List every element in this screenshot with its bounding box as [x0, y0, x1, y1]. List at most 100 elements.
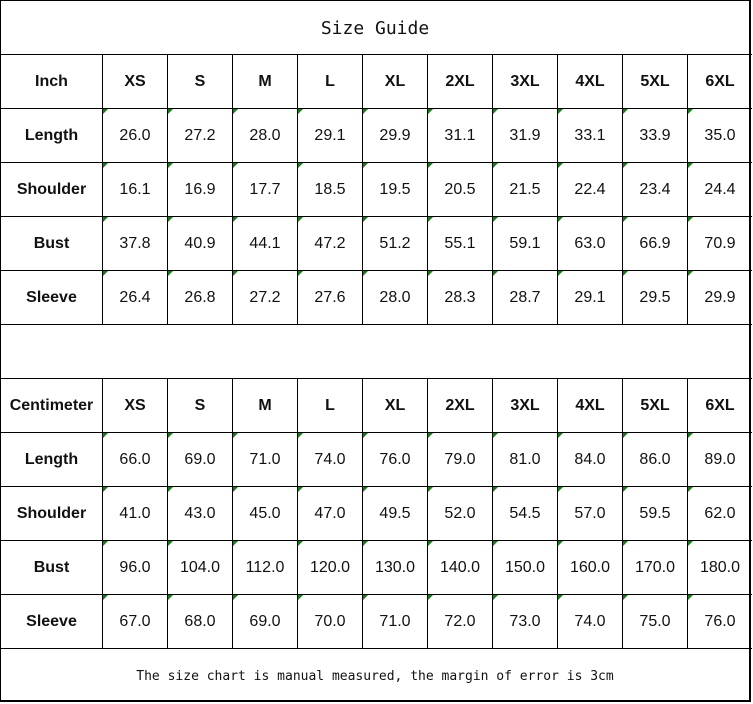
- measurement-value: 16.1: [102, 163, 167, 216]
- table-row: Sleeve 26.4 26.8 27.2 27.6 28.0 28.3 28.7 29.1 29…: [1, 271, 752, 325]
- measurement-value: 24.4: [687, 163, 752, 216]
- measurement-label: Sleeve: [26, 612, 77, 630]
- spacer-row: [1, 325, 749, 379]
- centimeter-table: Centimeter XS S M L XL 2XL 3XL 4XL 5XL 6XL Length 66…: [1, 378, 752, 649]
- measurement-value: 21.5: [492, 163, 557, 216]
- measurement-value: 29.5: [622, 271, 687, 324]
- measurement-value: 170.0: [622, 541, 687, 594]
- measurement-value: 29.9: [687, 271, 752, 324]
- unit-label: Centimeter: [9, 396, 94, 414]
- measurement-value: 73.0: [492, 595, 557, 648]
- measurement-value: 75.0: [622, 595, 687, 648]
- measurement-value: 28.0: [362, 271, 427, 324]
- measurement-value: 47.0: [297, 487, 362, 540]
- measurement-value: 41.0: [102, 487, 167, 540]
- measurement-value: 84.0: [557, 433, 622, 486]
- measurement-value: 86.0: [622, 433, 687, 486]
- measurement-value: 17.7: [232, 163, 297, 216]
- measurement-value: 28.3: [427, 271, 492, 324]
- measurement-value: 49.5: [362, 487, 427, 540]
- size-header: 5XL: [622, 379, 687, 432]
- size-header: S: [167, 379, 232, 432]
- measurement-value: 20.5: [427, 163, 492, 216]
- measurement-value: 76.0: [362, 433, 427, 486]
- measurement-value: 57.0: [557, 487, 622, 540]
- measurement-value: 31.1: [427, 109, 492, 162]
- measurement-value: 68.0: [167, 595, 232, 648]
- measurement-value: 31.9: [492, 109, 557, 162]
- measurement-value: 89.0: [687, 433, 752, 486]
- measurement-value: 104.0: [167, 541, 232, 594]
- inch-table: Inch XS S M L XL 2XL 3XL 4XL 5XL 6XL Length 26.0 27.2…: [1, 54, 752, 325]
- measurement-label: Shoulder: [16, 180, 87, 198]
- size-header: M: [232, 55, 297, 108]
- measurement-value: 29.1: [297, 109, 362, 162]
- measurement-value: 120.0: [297, 541, 362, 594]
- size-header: 3XL: [492, 379, 557, 432]
- size-header: XS: [102, 379, 167, 432]
- measurement-value: 26.4: [102, 271, 167, 324]
- measurement-value: 43.0: [167, 487, 232, 540]
- size-header: XS: [102, 55, 167, 108]
- footer-note: The size chart is manual measured, the m…: [1, 648, 749, 703]
- size-header: 5XL: [622, 55, 687, 108]
- table-row: Bust 37.8 40.9 44.1 47.2 51.2 55.1 59.1 63.0 66.9…: [1, 217, 752, 271]
- measurement-value: 160.0: [557, 541, 622, 594]
- size-header: S: [167, 55, 232, 108]
- table-row: Length 26.0 27.2 28.0 29.1 29.9 31.1 31.9 33.1 33…: [1, 109, 752, 163]
- size-header: L: [297, 55, 362, 108]
- measurement-value: 33.1: [557, 109, 622, 162]
- measurement-value: 47.2: [297, 217, 362, 270]
- measurement-value: 69.0: [167, 433, 232, 486]
- measurement-value: 35.0: [687, 109, 752, 162]
- measurement-value: 112.0: [232, 541, 297, 594]
- measurement-value: 71.0: [232, 433, 297, 486]
- measurement-value: 27.2: [232, 271, 297, 324]
- size-header: 6XL: [687, 379, 752, 432]
- measurement-value: 79.0: [427, 433, 492, 486]
- measurement-label: Shoulder: [16, 504, 87, 522]
- size-header: 6XL: [687, 55, 752, 108]
- header-row: Inch XS S M L XL 2XL 3XL 4XL 5XL 6XL: [1, 55, 752, 109]
- measurement-value: 70.9: [687, 217, 752, 270]
- measurement-value: 23.4: [622, 163, 687, 216]
- measurement-value: 27.2: [167, 109, 232, 162]
- measurement-label: Sleeve: [26, 288, 77, 306]
- unit-label: Inch: [35, 72, 68, 90]
- measurement-value: 37.8: [102, 217, 167, 270]
- measurement-value: 26.0: [102, 109, 167, 162]
- measurement-value: 66.0: [102, 433, 167, 486]
- measurement-value: 19.5: [362, 163, 427, 216]
- measurement-value: 45.0: [232, 487, 297, 540]
- measurement-label: Bust: [33, 234, 70, 252]
- measurement-value: 26.8: [167, 271, 232, 324]
- measurement-label: Length: [24, 450, 79, 468]
- size-header: 4XL: [557, 379, 622, 432]
- size-header: M: [232, 379, 297, 432]
- measurement-value: 81.0: [492, 433, 557, 486]
- measurement-value: 150.0: [492, 541, 557, 594]
- measurement-value: 130.0: [362, 541, 427, 594]
- measurement-value: 96.0: [102, 541, 167, 594]
- measurement-value: 72.0: [427, 595, 492, 648]
- measurement-value: 16.9: [167, 163, 232, 216]
- measurement-value: 67.0: [102, 595, 167, 648]
- header-row: Centimeter XS S M L XL 2XL 3XL 4XL 5XL 6XL: [1, 379, 752, 433]
- measurement-label: Length: [24, 126, 79, 144]
- size-header: XL: [362, 379, 427, 432]
- measurement-value: 33.9: [622, 109, 687, 162]
- measurement-value: 71.0: [362, 595, 427, 648]
- measurement-value: 27.6: [297, 271, 362, 324]
- measurement-value: 52.0: [427, 487, 492, 540]
- page-title: Size Guide: [320, 17, 430, 39]
- measurement-value: 62.0: [687, 487, 752, 540]
- table-row: Shoulder 41.0 43.0 45.0 47.0 49.5 52.0 54.5 57.0…: [1, 487, 752, 541]
- measurement-label: Bust: [33, 558, 70, 576]
- measurement-value: 29.1: [557, 271, 622, 324]
- measurement-value: 18.5: [297, 163, 362, 216]
- measurement-value: 28.7: [492, 271, 557, 324]
- measurement-value: 22.4: [557, 163, 622, 216]
- measurement-value: 180.0: [687, 541, 752, 594]
- measurement-value: 51.2: [362, 217, 427, 270]
